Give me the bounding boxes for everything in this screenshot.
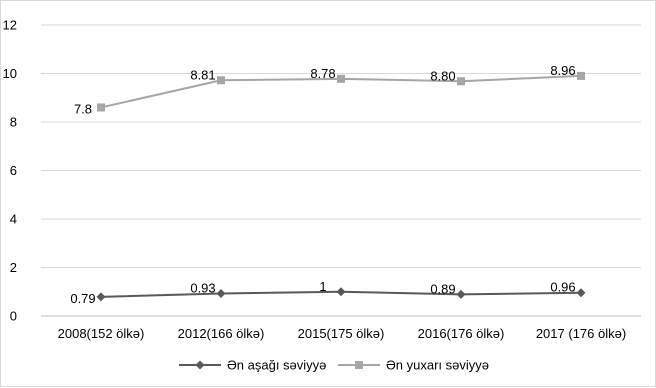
y-tick-label: 4 — [10, 212, 17, 227]
x-tick-label: 2008(152 ölkə) — [58, 326, 145, 341]
data-label: 0.79 — [70, 291, 95, 306]
legend: Ən aşağı səviyyə Ən yuxarı səviyyə — [179, 358, 489, 373]
legend-label: Ən yuxarı səviyyə — [386, 358, 489, 373]
y-tick-label: 0 — [10, 309, 17, 324]
data-point — [457, 77, 465, 86]
data-label: 8.96 — [550, 63, 575, 78]
x-tick-label: 2015(175 ölkə) — [298, 326, 385, 341]
data-point — [97, 103, 105, 112]
data-label: 8.80 — [430, 68, 455, 83]
y-tick-label: 2 — [10, 260, 17, 275]
data-point — [216, 288, 226, 298]
legend-label: Ən aşağı səviyyə — [227, 358, 326, 373]
x-tick-label: 2017 (176 ölkə) — [536, 326, 626, 341]
series — [96, 71, 586, 302]
legend-marker — [355, 361, 363, 369]
legend-marker — [195, 360, 205, 370]
data-point — [336, 287, 346, 297]
data-label: 0.96 — [550, 280, 575, 295]
data-point — [337, 74, 345, 83]
data-label: 1 — [319, 279, 326, 294]
y-tick-label: 8 — [10, 115, 17, 130]
x-tick-label: 2012(166 ölkə) — [178, 326, 265, 341]
data-label: 8.81 — [190, 67, 215, 82]
data-label: 8.78 — [310, 66, 335, 81]
data-label: 7.8 — [74, 101, 92, 116]
y-tick-label: 6 — [10, 163, 17, 178]
data-point — [96, 292, 106, 302]
data-point — [456, 289, 466, 299]
data-point — [577, 71, 585, 80]
y-tick-label: 12 — [3, 18, 17, 33]
gridlines — [41, 24, 641, 268]
data-label: 0.93 — [190, 280, 215, 295]
labels: 0.79 0.93 1 0.89 0.96 7.8 8.81 8.78 8.80 8.96 — [70, 63, 575, 306]
y-tick-label: 10 — [3, 66, 17, 81]
data-point — [576, 288, 586, 298]
x-tick-label: 2016(176 ölkə) — [418, 326, 505, 341]
axes: 0 2 4 6 8 10 12 2008(152 ölkə) 2012(166 ölkə) 201… — [3, 18, 641, 341]
data-label: 0.89 — [430, 281, 455, 296]
data-point — [217, 76, 225, 85]
